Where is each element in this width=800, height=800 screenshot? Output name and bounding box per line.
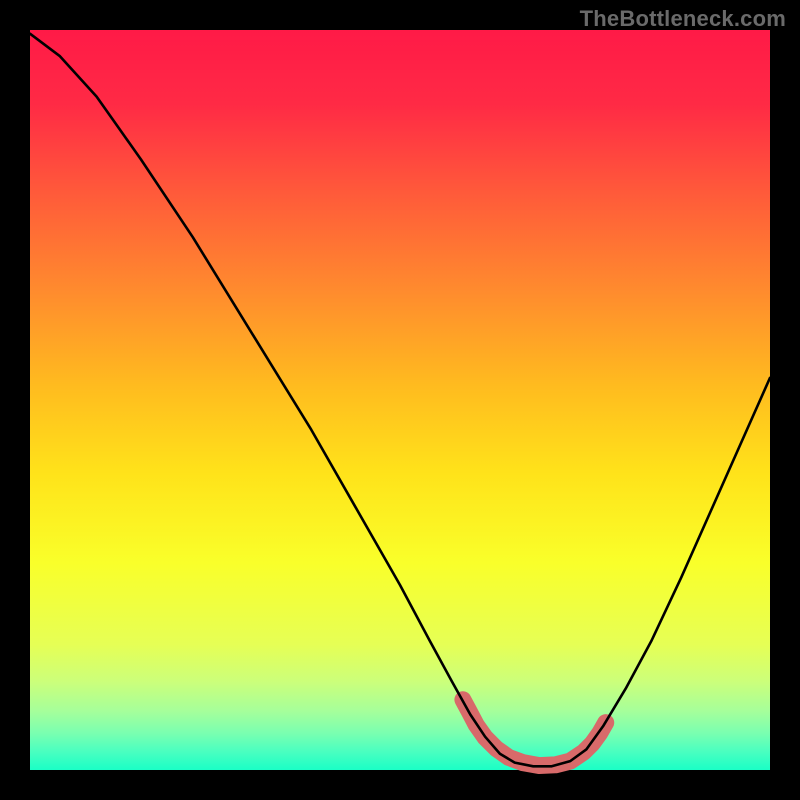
plot-gradient-background (30, 30, 770, 770)
chart-frame: TheBottleneck.com (0, 0, 800, 800)
bottleneck-chart (0, 0, 800, 800)
